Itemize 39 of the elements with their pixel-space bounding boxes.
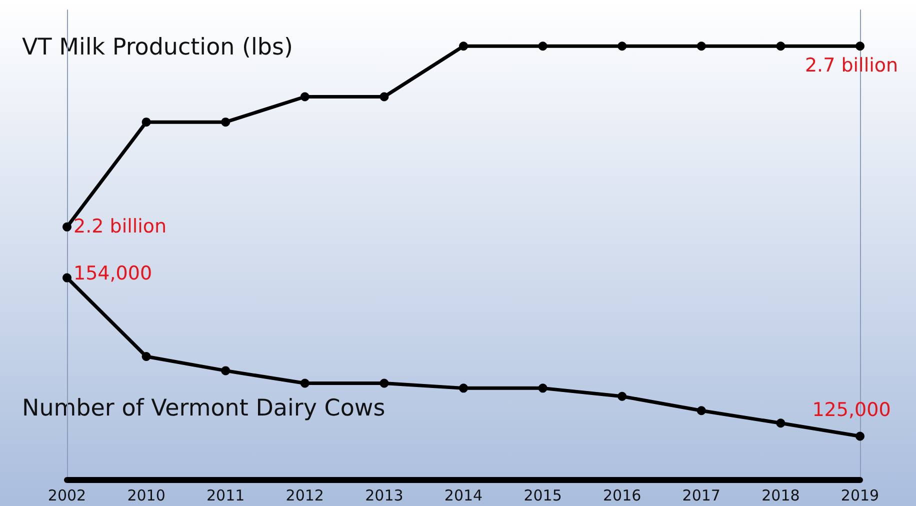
point [618, 392, 627, 401]
series-label: Number of Vermont Dairy Cows [22, 396, 386, 422]
x-tick-label: 2015 [524, 486, 562, 504]
data-label: 2.7 billion [804, 54, 898, 77]
x-tick-label: 2010 [127, 486, 166, 504]
point [856, 42, 864, 51]
point [380, 92, 389, 102]
x-tick-label: 2017 [682, 486, 720, 504]
data-label: 154,000 [74, 262, 152, 284]
point [62, 222, 72, 232]
data-label: 2.2 billion [74, 215, 167, 238]
x-tick-label: 2018 [762, 486, 800, 504]
point [380, 378, 389, 388]
point [62, 273, 72, 282]
point [459, 42, 468, 51]
x-tick-label: 2011 [206, 486, 245, 504]
x-tick-label: 2014 [444, 486, 483, 504]
point [142, 118, 151, 127]
point [538, 384, 548, 393]
point [538, 42, 548, 51]
point [221, 366, 230, 376]
point [856, 432, 864, 441]
point [618, 42, 627, 51]
point [221, 118, 230, 127]
x-tick-label: 2019 [840, 486, 880, 504]
x-tick-label: 2012 [286, 486, 324, 504]
point [696, 42, 706, 51]
point [300, 92, 310, 102]
point [776, 42, 786, 51]
x-tick-label: 2016 [603, 486, 642, 504]
series-label: VT Milk Production (lbs) [22, 34, 293, 60]
point [696, 406, 706, 416]
point [459, 384, 468, 393]
point [300, 378, 310, 388]
point [776, 418, 786, 428]
x-tick-label: 2013 [365, 486, 404, 504]
point [142, 352, 151, 361]
x-tick-label: 2002 [48, 486, 86, 504]
data-label: 125,000 [812, 398, 891, 421]
